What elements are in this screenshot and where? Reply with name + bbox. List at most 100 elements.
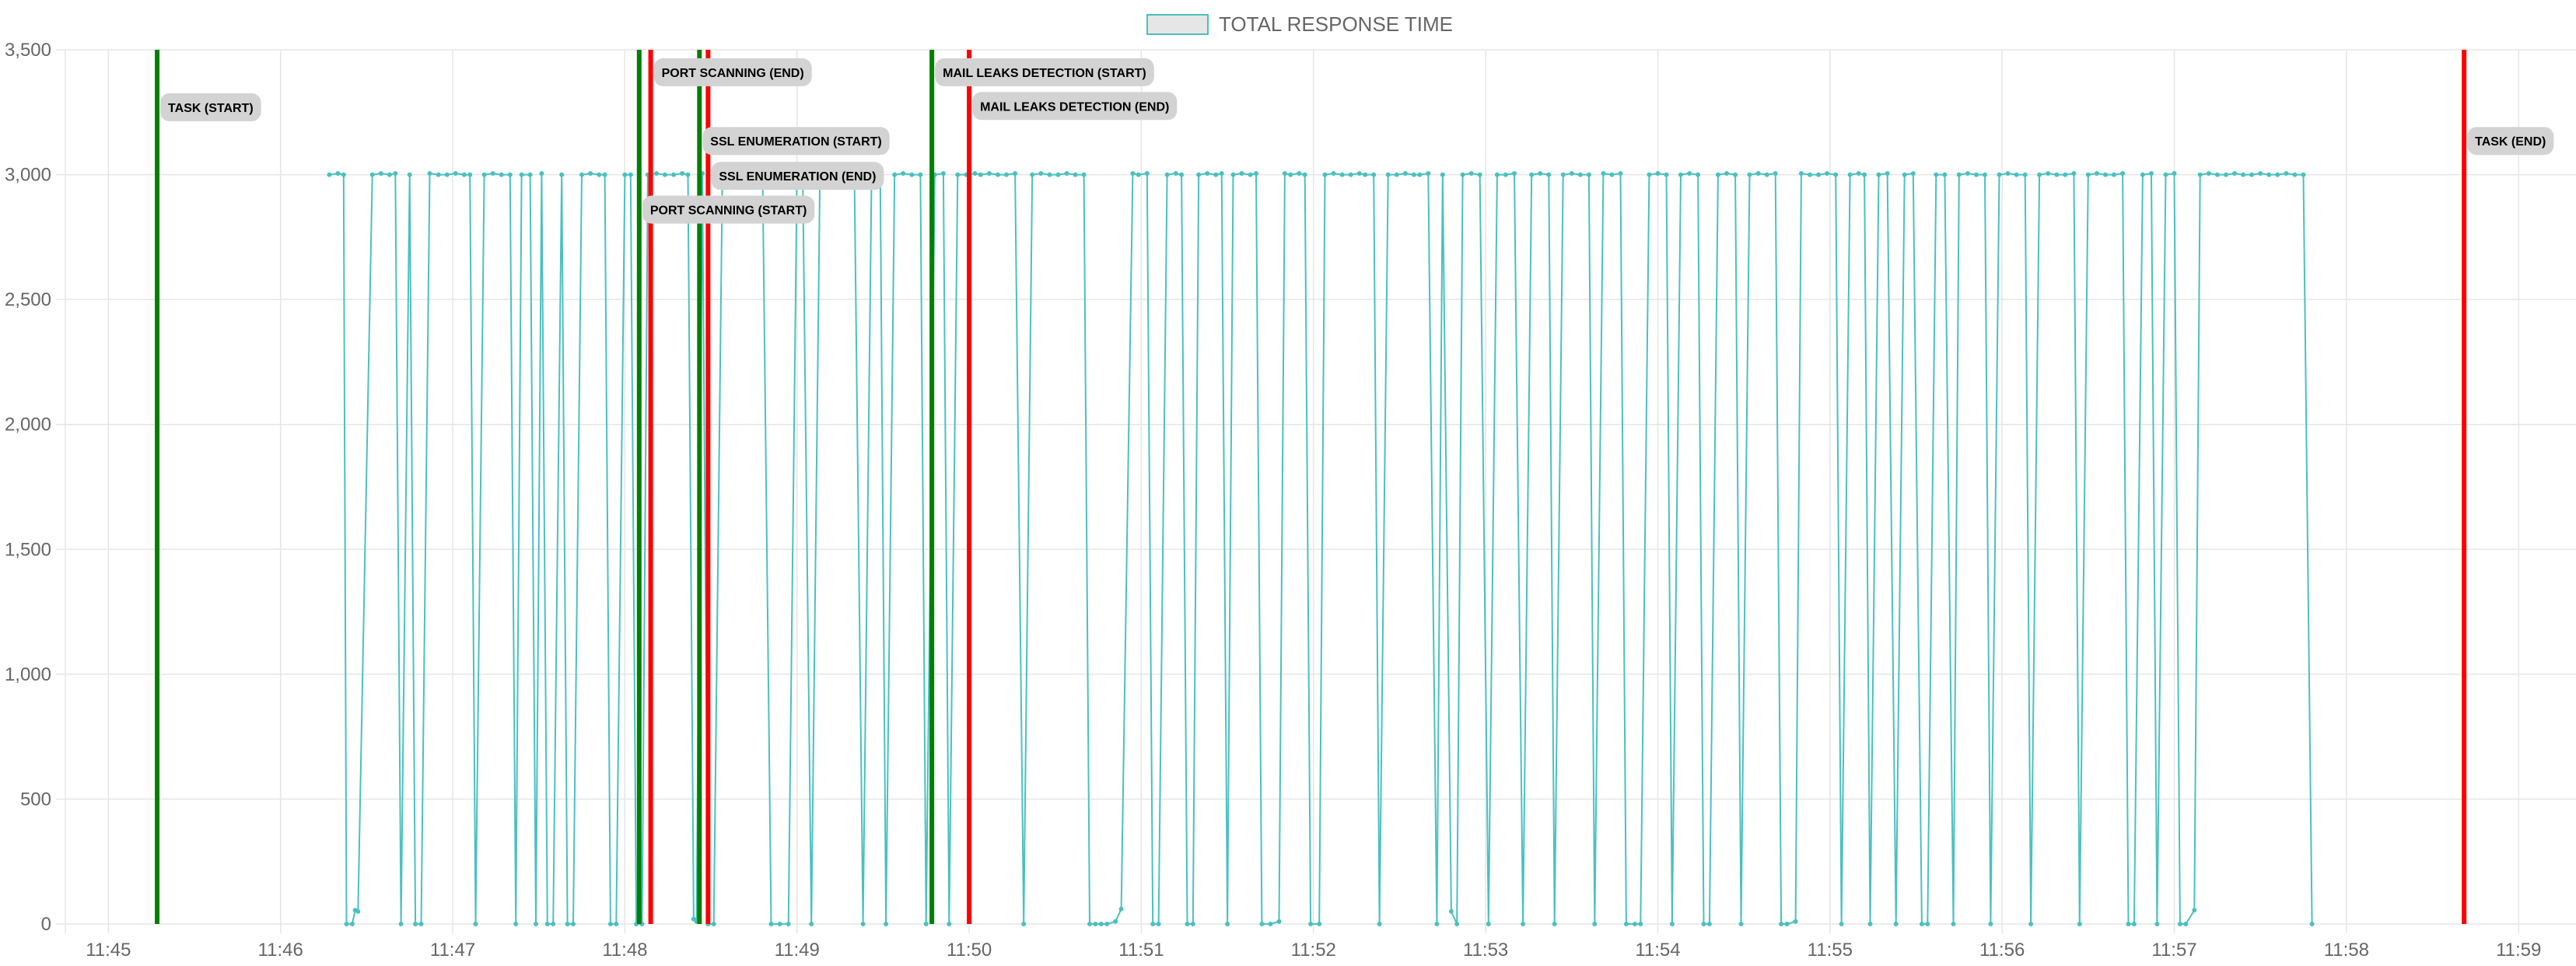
y-tick-label: 2,000 xyxy=(5,415,51,436)
data-point xyxy=(413,922,418,926)
data-point xyxy=(1862,172,1867,177)
data-point xyxy=(1965,171,1970,176)
data-point xyxy=(1093,922,1098,926)
y-tick-label: 1,500 xyxy=(5,539,51,560)
data-point xyxy=(1440,172,1445,177)
x-tick-label: 11:57 xyxy=(2151,940,2196,961)
data-point xyxy=(1983,172,1987,177)
data-point xyxy=(1213,172,1219,177)
data-point xyxy=(1297,171,1302,176)
data-point xyxy=(2249,172,2255,177)
data-point xyxy=(1678,172,1683,177)
data-point xyxy=(786,922,791,926)
data-point xyxy=(2284,171,2289,176)
data-point xyxy=(777,922,782,926)
data-point xyxy=(1064,171,1069,176)
annotation-label-bg xyxy=(935,58,1154,86)
data-point xyxy=(1647,172,1652,177)
data-point xyxy=(1339,172,1345,177)
data-point xyxy=(2275,172,2280,177)
data-point xyxy=(1468,171,1474,176)
data-point xyxy=(335,171,341,176)
data-point xyxy=(1276,919,1282,924)
y-tick-label: 3,500 xyxy=(5,40,51,61)
data-point xyxy=(909,172,915,177)
data-point xyxy=(1773,171,1778,176)
data-point xyxy=(1833,172,1839,177)
data-point xyxy=(1030,172,1035,177)
annotation-label: TASK (END) xyxy=(2475,135,2546,149)
y-tick-label: 2,500 xyxy=(5,289,51,310)
data-point xyxy=(507,172,513,177)
annotation-label: SSL ENUMERATION (END) xyxy=(719,170,876,184)
x-tick-label: 11:53 xyxy=(1463,940,1508,961)
legend[interactable]: TOTAL RESPONSE TIME xyxy=(1146,12,1453,36)
data-point xyxy=(1893,922,1899,926)
legend-swatch[interactable] xyxy=(1146,14,1209,35)
legend-label[interactable]: TOTAL RESPONSE TIME xyxy=(1219,12,1453,36)
data-point xyxy=(1951,922,1956,926)
data-point xyxy=(1934,172,1939,177)
data-point xyxy=(1546,172,1552,177)
data-point xyxy=(2258,171,2263,176)
annotation-label: PORT SCANNING (END) xyxy=(662,67,804,80)
data-point xyxy=(996,172,1000,177)
data-point xyxy=(768,922,774,926)
data-point xyxy=(355,908,361,914)
data-point xyxy=(2197,172,2203,177)
data-point xyxy=(1317,922,1322,926)
data-point xyxy=(513,922,519,926)
data-point xyxy=(1426,171,1431,176)
data-point xyxy=(2140,172,2145,177)
data-point xyxy=(901,171,906,176)
data-point xyxy=(1385,172,1391,177)
data-point xyxy=(622,172,628,177)
data-point xyxy=(2120,171,2126,176)
data-point xyxy=(2206,171,2211,176)
data-point xyxy=(654,171,659,176)
data-point xyxy=(2077,922,2082,926)
data-point xyxy=(1377,922,1382,926)
x-tick-label: 11:46 xyxy=(258,940,303,961)
data-point xyxy=(1997,172,2002,177)
data-point xyxy=(1696,172,1701,177)
x-tick-label: 11:45 xyxy=(86,940,131,961)
data-point xyxy=(1087,922,1092,926)
data-point xyxy=(2309,922,2315,926)
data-point xyxy=(2183,922,2189,926)
data-point xyxy=(892,172,898,177)
data-point xyxy=(1254,171,1258,176)
data-point xyxy=(1638,922,1643,926)
annotation-label-bg xyxy=(711,162,884,191)
data-point xyxy=(1288,172,1293,177)
data-point xyxy=(1038,171,1044,176)
data-point xyxy=(571,922,576,926)
data-point xyxy=(2054,172,2060,177)
data-point xyxy=(860,922,866,926)
data-point xyxy=(1098,922,1104,926)
data-point xyxy=(1618,171,1623,176)
data-point xyxy=(1308,922,1314,926)
annotation-label-bg xyxy=(653,58,812,86)
data-point xyxy=(2022,172,2028,177)
data-point xyxy=(986,171,992,176)
data-point xyxy=(1577,172,1583,177)
data-point xyxy=(597,172,602,177)
data-point xyxy=(972,171,978,176)
annotation-lines: TASK (START) PORT SCANNING (START) PORT SC… xyxy=(155,50,2554,924)
data-point xyxy=(1130,171,1136,176)
data-point xyxy=(2112,172,2116,177)
data-point xyxy=(2177,922,2182,926)
x-tick-label: 11:59 xyxy=(2496,940,2541,961)
x-tick-label: 11:48 xyxy=(602,940,647,961)
data-point xyxy=(1219,171,1224,176)
data-point xyxy=(1282,171,1287,176)
data-point xyxy=(1910,171,1916,176)
data-point xyxy=(1701,922,1706,926)
x-tick-label: 11:55 xyxy=(1808,940,1853,961)
data-point xyxy=(2131,922,2137,926)
annotation-label: MAIL LEAKS DETECTION (START) xyxy=(943,67,1146,80)
data-point xyxy=(1974,172,1979,177)
data-point xyxy=(2266,172,2272,177)
data-point xyxy=(923,922,929,926)
